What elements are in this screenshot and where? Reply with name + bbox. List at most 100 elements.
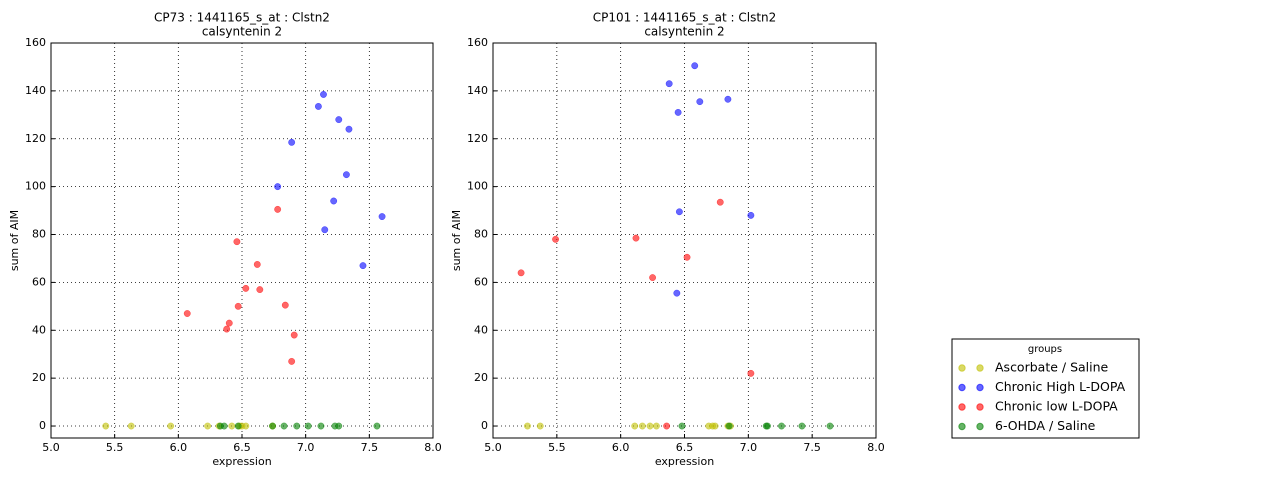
y-tick-label: 80 <box>32 228 46 241</box>
y-tick-label: 100 <box>467 180 488 193</box>
y-tick-label: 0 <box>39 419 46 432</box>
data-point <box>725 422 733 430</box>
data-point <box>280 422 288 430</box>
x-tick-label: 7.5 <box>361 441 379 454</box>
y-tick-label: 160 <box>467 36 488 49</box>
data-point <box>638 422 646 430</box>
data-point <box>183 310 191 317</box>
data-point <box>242 422 250 430</box>
data-point <box>167 422 175 430</box>
data-point <box>359 262 367 270</box>
legend-marker <box>976 364 984 372</box>
data-point <box>798 422 806 430</box>
data-point <box>228 422 236 430</box>
data-point <box>127 422 135 430</box>
legend-marker <box>958 364 966 372</box>
data-point <box>524 422 531 430</box>
y-axis-label: sum of AIM <box>450 210 463 271</box>
y-tick-label: 20 <box>32 371 46 384</box>
data-point <box>826 422 834 430</box>
data-point <box>269 422 277 430</box>
chart-subtitle: calsyntenin 2 <box>202 25 282 39</box>
data-point <box>281 301 289 309</box>
legend-label: Chronic low L-DOPA <box>995 399 1118 414</box>
x-tick-label: 7.5 <box>803 441 821 454</box>
data-point <box>536 422 544 430</box>
data-point <box>274 183 282 191</box>
y-tick-label: 0 <box>481 419 488 432</box>
data-point <box>225 319 233 327</box>
x-tick-label: 6.5 <box>233 441 251 454</box>
legend-label: Chronic High L-DOPA <box>995 379 1126 394</box>
data-point <box>335 422 343 430</box>
data-point <box>242 284 250 292</box>
legend-marker <box>958 422 966 431</box>
x-axis-label: expression <box>212 455 271 468</box>
data-point <box>663 422 671 430</box>
data-point <box>649 274 657 282</box>
data-point <box>665 80 673 88</box>
y-tick-label: 120 <box>467 132 488 145</box>
data-point <box>716 198 724 206</box>
y-tick-label: 140 <box>25 84 46 97</box>
data-point <box>204 422 212 430</box>
data-point <box>646 422 654 430</box>
y-tick-label: 80 <box>474 228 488 241</box>
x-tick-label: 6.5 <box>676 441 694 454</box>
data-point <box>234 302 242 310</box>
data-point <box>293 422 301 430</box>
data-point <box>632 234 640 242</box>
data-point <box>288 357 296 365</box>
legend-label: Ascorbate / Saline <box>995 360 1109 375</box>
data-point <box>233 238 241 246</box>
chart-title: CP101 : 1441165_s_at : Clstn2 <box>593 11 777 25</box>
data-point <box>234 422 242 430</box>
data-point <box>378 213 386 221</box>
chart-subtitle: calsyntenin 2 <box>644 25 724 39</box>
plot-frame <box>492 42 877 439</box>
data-point <box>747 369 755 377</box>
data-point <box>517 269 525 277</box>
x-tick-label: 5.5 <box>106 441 124 454</box>
legend-marker <box>976 422 984 431</box>
data-point <box>675 208 683 216</box>
data-point <box>373 422 381 430</box>
plot-frame <box>50 42 434 439</box>
legend-marker <box>958 383 966 392</box>
data-point <box>652 422 660 430</box>
data-point <box>674 108 682 116</box>
data-point <box>320 91 327 98</box>
legend-title: groups <box>1028 344 1062 355</box>
data-point <box>335 116 343 124</box>
data-point <box>724 95 732 103</box>
data-point <box>290 331 298 339</box>
x-tick-label: 5.0 <box>484 441 502 454</box>
legend-marker <box>976 383 984 392</box>
data-point <box>711 422 719 430</box>
y-tick-label: 160 <box>25 36 46 49</box>
y-tick-label: 100 <box>25 180 46 193</box>
data-point <box>345 125 353 133</box>
y-tick-label: 140 <box>467 84 488 97</box>
data-point <box>330 197 338 205</box>
x-axis-label: expression <box>655 455 714 468</box>
data-point <box>220 422 228 430</box>
data-point <box>778 422 785 430</box>
y-axis-label: sum of AIM <box>8 210 21 271</box>
data-point <box>304 422 312 430</box>
y-tick-label: 40 <box>32 323 46 336</box>
data-point <box>678 422 686 430</box>
x-tick-label: 6.0 <box>170 441 188 454</box>
x-tick-label: 8.0 <box>867 441 885 454</box>
y-tick-label: 60 <box>474 275 488 288</box>
data-point <box>102 422 110 430</box>
data-point <box>691 62 699 70</box>
data-point <box>314 102 322 110</box>
data-point <box>256 286 264 294</box>
y-tick-label: 60 <box>32 275 46 288</box>
data-point <box>696 98 704 106</box>
data-point <box>683 253 691 261</box>
data-point <box>747 211 755 219</box>
legend-marker <box>976 403 984 411</box>
